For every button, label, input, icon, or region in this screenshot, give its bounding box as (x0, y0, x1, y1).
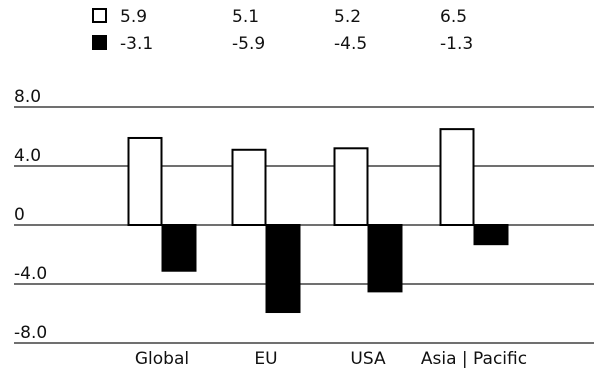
x-tick-label: USA (350, 349, 386, 369)
bar-series-2 (367, 224, 403, 293)
legend-value: -1.3 (440, 34, 473, 54)
bar-series-2 (473, 224, 509, 246)
x-tick-label: Asia | Pacific (421, 349, 527, 369)
y-tick-label: -4.0 (14, 264, 47, 284)
legend: 5.9 5.1 5.2 6.5 -3.1 -5.9 -4.5 -1.3 (92, 7, 473, 54)
y-tick-label: -8.0 (14, 323, 47, 343)
y-tick-label: 4.0 (14, 146, 41, 166)
x-tick-label: Global (135, 349, 189, 369)
x-tick-label: EU (254, 349, 277, 369)
legend-swatch-filled-icon (92, 35, 107, 50)
legend-swatch-open-icon (92, 8, 107, 23)
bar-series-1 (127, 136, 163, 227)
legend-value: 5.1 (232, 7, 259, 27)
legend-value: -3.1 (120, 34, 153, 54)
legend-value: 5.9 (120, 7, 147, 27)
y-tick-label: 8.0 (14, 87, 41, 107)
legend-value: -4.5 (334, 34, 367, 54)
bars (127, 128, 509, 314)
gridlines (14, 106, 594, 344)
bar-series-1 (439, 128, 475, 226)
bar-series-2 (265, 224, 301, 314)
legend-value: -5.9 (232, 34, 265, 54)
bar-series-2 (161, 224, 197, 272)
y-axis-labels: 8.0 4.0 0 -4.0 -8.0 (14, 87, 47, 343)
bar-series-1 (333, 147, 369, 226)
legend-value: 6.5 (440, 7, 467, 27)
x-axis-labels: Global EU USA Asia | Pacific (135, 349, 527, 369)
y-tick-label: 0 (14, 205, 25, 225)
bar-series-1 (231, 148, 267, 226)
legend-value: 5.2 (334, 7, 361, 27)
